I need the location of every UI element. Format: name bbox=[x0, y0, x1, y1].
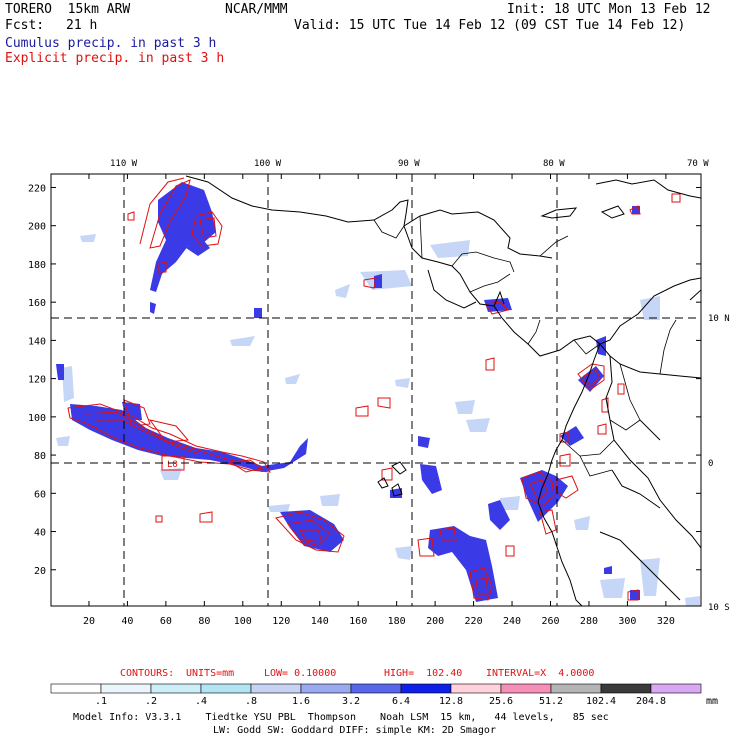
map-frame bbox=[50, 173, 702, 607]
x-tick-label: 320 bbox=[657, 616, 675, 627]
model-info: Model Info: V3.3.1 Tiedtke YSU PBL Thomp… bbox=[73, 712, 609, 723]
colorbar-swatches bbox=[50, 683, 702, 694]
y-tick-label: 20 bbox=[34, 566, 46, 577]
lat-label: 0 bbox=[708, 459, 713, 469]
colorbar: .1.2.4.8 1.6 3.2 6.4 12.8 25.6 51.2 102.4 204.8 … bbox=[50, 683, 718, 707]
valid-time: Valid: 15 UTC Tue 14 Feb 12 (09 CST Tue … bbox=[294, 18, 686, 33]
colorbar-swatch bbox=[550, 683, 602, 694]
x-tick-label: 160 bbox=[349, 616, 367, 627]
x-tick-label: 280 bbox=[580, 616, 598, 627]
explicit-contours bbox=[67, 177, 681, 601]
colorbar-level: .8 bbox=[245, 696, 257, 707]
lat-lon-grid bbox=[51, 174, 701, 606]
colorbar-swatch bbox=[250, 683, 302, 694]
forecast-label: Fcst: bbox=[5, 18, 45, 33]
y-tick-label: 40 bbox=[34, 528, 46, 539]
lon-label: 110 W bbox=[110, 159, 138, 169]
colorbar-level: 51.2 bbox=[539, 696, 563, 707]
lon-label: 100 W bbox=[254, 159, 282, 169]
y-tick-label: 100 bbox=[28, 413, 46, 424]
colorbar-swatch bbox=[50, 683, 102, 694]
lat-labels: 10 N 0 10 S bbox=[708, 314, 730, 613]
cumulus-legend: Cumulus precip. in past 3 h bbox=[5, 36, 217, 51]
x-tick-label: 100 bbox=[234, 616, 252, 627]
y-ticks: 220 200 180 160 140 120 100 80 60 40 20 bbox=[28, 183, 701, 577]
lat-label: 10 S bbox=[708, 603, 730, 613]
y-tick-label: 160 bbox=[28, 298, 46, 309]
colorbar-level: 1.6 bbox=[292, 696, 310, 707]
colorbar-swatch bbox=[350, 683, 402, 694]
y-tick-label: 120 bbox=[28, 375, 46, 386]
colorbar-unit: mm bbox=[706, 696, 718, 707]
x-tick-label: 120 bbox=[272, 616, 290, 627]
contour-label: L8 bbox=[167, 460, 178, 470]
colorbar-swatch bbox=[650, 683, 702, 694]
country-borders bbox=[373, 215, 677, 477]
colorbar-swatch bbox=[150, 683, 202, 694]
contours-low: LOW= 0.10000 bbox=[264, 668, 337, 679]
x-tick-label: 260 bbox=[541, 616, 559, 627]
x-tick-label: 220 bbox=[465, 616, 483, 627]
contours-units: UNITS=mm bbox=[186, 668, 235, 679]
x-tick-label: 80 bbox=[198, 616, 210, 627]
x-tick-label: 240 bbox=[503, 616, 521, 627]
x-tick-label: 60 bbox=[160, 616, 172, 627]
y-tick-label: 60 bbox=[34, 489, 46, 500]
colorbar-swatch bbox=[500, 683, 552, 694]
x-tick-label: 200 bbox=[426, 616, 444, 627]
y-tick-label: 180 bbox=[28, 260, 46, 271]
colorbar-level: 6.4 bbox=[392, 696, 410, 707]
x-tick-label: 180 bbox=[388, 616, 406, 627]
colorbar-level: 204.8 bbox=[636, 696, 666, 707]
model-title: TORERO 15km ARW bbox=[5, 2, 131, 17]
x-tick-label: 300 bbox=[618, 616, 636, 627]
lat-label: 10 N bbox=[708, 314, 730, 324]
colorbar-level: 25.6 bbox=[489, 696, 513, 707]
coastlines bbox=[185, 175, 701, 606]
x-tick-label: 140 bbox=[311, 616, 329, 627]
colorbar-level: 12.8 bbox=[439, 696, 463, 707]
colorbar-swatch bbox=[400, 683, 452, 694]
lon-labels: 110 W 100 W 90 W 80 W 70 W bbox=[110, 159, 709, 169]
contours-high: HIGH= 102.40 bbox=[384, 668, 463, 679]
colorbar-level: .4 bbox=[195, 696, 207, 707]
x-tick-label: 40 bbox=[121, 616, 133, 627]
colorbar-swatch bbox=[100, 683, 152, 694]
contours-interval: INTERVAL=X 4.0000 bbox=[486, 668, 595, 679]
forecast-hours: 21 h bbox=[66, 18, 98, 33]
colorbar-swatch bbox=[600, 683, 652, 694]
init-time: Init: 18 UTC Mon 13 Feb 12 bbox=[507, 2, 711, 17]
colorbar-level: 3.2 bbox=[342, 696, 360, 707]
colorbar-level: .1 bbox=[95, 696, 107, 707]
colorbar-swatch bbox=[200, 683, 252, 694]
y-tick-label: 220 bbox=[28, 183, 46, 194]
lon-label: 70 W bbox=[687, 159, 709, 169]
x-ticks: 20 40 60 80 100 120 140 160 180 200 220 240 260 280 30… bbox=[83, 174, 675, 627]
colorbar-swatch bbox=[300, 683, 352, 694]
lon-label: 90 W bbox=[398, 159, 420, 169]
contours-label: CONTOURS: bbox=[120, 668, 175, 679]
colorbar-level: .2 bbox=[145, 696, 157, 707]
y-tick-label: 200 bbox=[28, 222, 46, 233]
lon-label: 80 W bbox=[543, 159, 565, 169]
explicit-legend: Explicit precip. in past 3 h bbox=[5, 51, 225, 66]
physics-info: LW: Godd SW: Goddard DIFF: simple KM: 2D… bbox=[213, 725, 496, 736]
colorbar-labels: .1 .2 .4 .8 1.6 3.2 6.4 12.8 25.6 51.2 102.4 204.8 bbox=[95, 696, 666, 707]
cumulus-light-areas bbox=[56, 234, 700, 606]
org-label: NCAR/MMM bbox=[225, 2, 288, 17]
x-tick-label: 20 bbox=[83, 616, 95, 627]
colorbar-level: 102.4 bbox=[586, 696, 616, 707]
y-tick-label: 80 bbox=[34, 451, 46, 462]
y-tick-label: 140 bbox=[28, 336, 46, 347]
colorbar-swatch bbox=[450, 683, 502, 694]
